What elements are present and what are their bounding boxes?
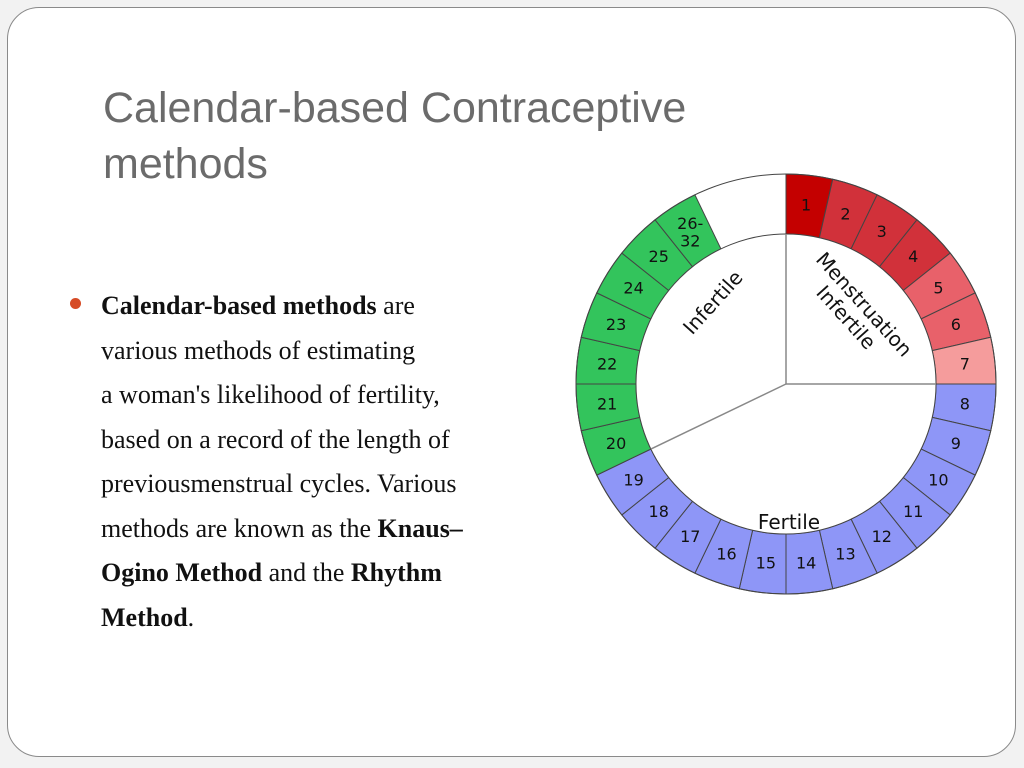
bullet-dot-icon — [70, 298, 81, 309]
bullet-line: a woman's likelihood of fertility, — [101, 373, 581, 418]
day-number-label: 24 — [623, 279, 643, 298]
text-run: various methods of estimating — [101, 335, 416, 365]
text-run: previousmenstrual cycles. Various — [101, 469, 457, 498]
day-number-label: 12 — [872, 527, 892, 546]
slide-title: Calendar-based Contraceptive methods — [103, 84, 687, 188]
text-run: a woman's likelihood of fertility, — [101, 380, 440, 409]
day-number-label: 11 — [903, 502, 923, 521]
day-number-label: 26-32 — [677, 213, 703, 250]
bold-term: Ogino Method — [101, 558, 263, 587]
bullet-line: methods are known as the Knaus– — [101, 507, 581, 552]
menstrual-cycle-wheel: 1 234567891011121314151617181920212223242… — [575, 173, 997, 595]
bold-term: Calendar-based methods — [101, 291, 377, 320]
bullet-line: Calendar-based methods are — [101, 284, 581, 329]
bullet-line: Ogino Method and the Rhythm — [101, 551, 581, 596]
phase-label: Fertile — [758, 510, 820, 534]
day-number-label: 20 — [606, 434, 626, 453]
text-run: based on a record of the length of — [101, 424, 450, 454]
day-number-label: 9 — [951, 434, 961, 453]
bullet-line: Method. — [101, 596, 581, 641]
phase-divider-line — [650, 383, 787, 450]
day-number-label: 21 — [597, 395, 617, 414]
day-number-label: 17 — [680, 527, 700, 546]
day-number-label: 13 — [835, 544, 855, 563]
day-number-label: 15 — [756, 553, 776, 572]
text-run: and the — [262, 558, 351, 587]
day-number-label: 16 — [716, 544, 736, 563]
day-number-label: 10 — [928, 470, 948, 489]
text-run: methods are known as the — [101, 513, 378, 543]
phase-dividers — [650, 234, 936, 450]
day-number-label: 18 — [649, 502, 669, 521]
bold-term: Method — [101, 602, 188, 632]
bullet-line: various methods of estimating — [101, 329, 581, 374]
day-number-label: 7 — [960, 354, 970, 373]
day-number-label: 1 — [801, 196, 811, 215]
bullet-line: previousmenstrual cycles. Various — [101, 462, 581, 507]
day-number-label: 19 — [623, 470, 643, 489]
day-number-label: 25 — [649, 247, 669, 266]
text-run: . — [187, 602, 195, 632]
day-number-label: 5 — [933, 279, 943, 298]
day-number-label: 2 — [840, 205, 850, 224]
day-number-label: 6 — [951, 315, 961, 334]
bold-term: Rhythm — [350, 558, 442, 587]
day-number-label: 4 — [908, 247, 918, 266]
outer-ring — [575, 173, 997, 595]
day-number-label: 23 — [606, 315, 626, 334]
day-number-label: 14 — [796, 553, 816, 572]
text-run: are — [376, 291, 415, 320]
bold-term: Knaus– — [377, 513, 463, 543]
day-number-label: 3 — [877, 222, 887, 241]
bullet-text: Calendar-based methods are various method… — [101, 284, 581, 640]
day-number-label: 8 — [960, 395, 970, 414]
day-number-label: 22 — [597, 354, 617, 373]
bullet-line: based on a record of the length of — [101, 418, 581, 463]
